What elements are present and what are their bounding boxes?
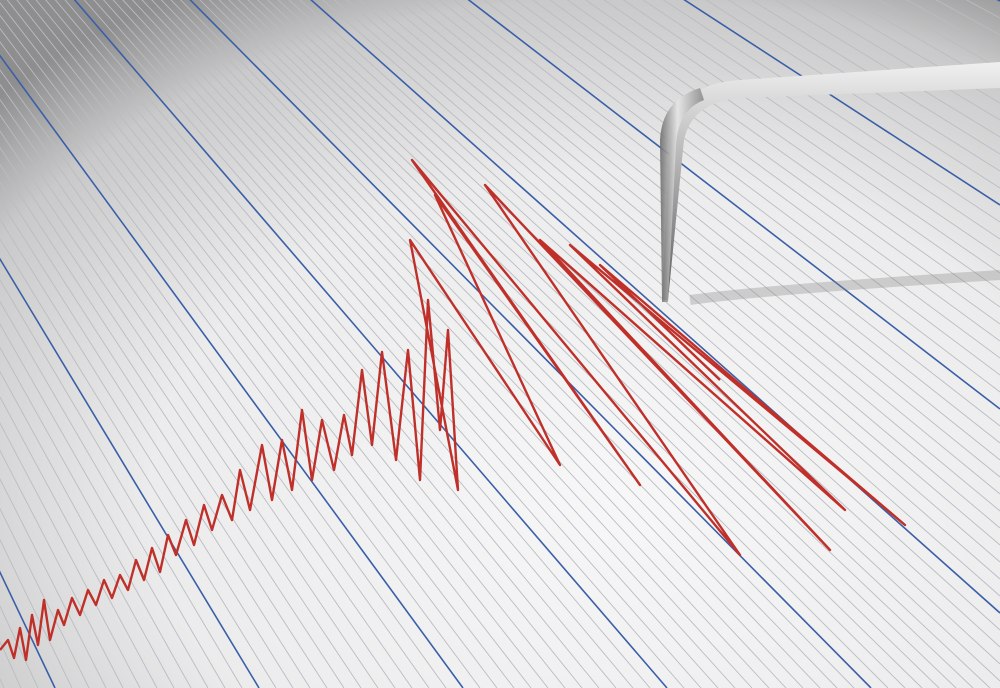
grid-minor-line: [247, 0, 974, 688]
grid-minor-line: [93, 0, 702, 688]
grid-minor-line: [0, 396, 158, 688]
grid-minor-line: [424, 0, 1000, 461]
grid-minor-line: [333, 0, 1000, 580]
grid-minor-line: [0, 14, 515, 688]
grid-minor-line: [64, 0, 651, 688]
grid-minor-line: [499, 0, 1000, 376]
grid-minor-line: [0, 370, 175, 688]
grid-minor-line: [237, 0, 957, 688]
grid-minor-line: [0, 130, 379, 688]
grid-minor-line: [0, 218, 294, 688]
grid-minor-line: [410, 0, 1000, 478]
grid-minor-line: [549, 0, 1000, 325]
grid-minor-line: [345, 0, 1000, 563]
needle-shadow: [689, 270, 1000, 305]
grid-minor-line: [170, 0, 838, 688]
grid-minor-line: [438, 0, 1000, 444]
grid-minor-line: [532, 0, 1000, 342]
grid-minor-line: [0, 146, 362, 688]
grid-minor-line: [277, 0, 1000, 665]
grid-minor-line: [0, 41, 481, 688]
needle-tip: [660, 88, 704, 302]
grid-minor-line: [0, 300, 226, 688]
grid-minor-line: [0, 181, 328, 688]
grid-minor-line: [160, 0, 821, 688]
grid-minor-line: [370, 0, 1000, 529]
grid-major-line: [0, 54, 464, 688]
grid-minor-line: [35, 0, 600, 688]
grid-minor-line: [705, 0, 1000, 189]
grid-minor-line: [141, 0, 787, 688]
grid-minor-line: [103, 0, 719, 688]
grid-major-line: [310, 0, 1000, 614]
grid-minor-line: [603, 0, 1000, 274]
grid-minor-line: [0, 98, 413, 688]
stylus-needle: [660, 62, 1000, 302]
grid-minor-line: [218, 0, 923, 688]
grid-minor-line: [0, 199, 311, 688]
grid-minor-line: [0, 114, 396, 688]
grid-minor-line: [0, 69, 447, 688]
grid-minor-line: [199, 0, 889, 688]
grid-minor-line: [383, 0, 1000, 512]
grid-minor-line: [622, 0, 1000, 257]
grid-minor-line: [6, 0, 549, 688]
grid-major-line: [467, 0, 1000, 410]
grid-minor-line: [566, 0, 1000, 308]
grid-minor-line: [112, 0, 736, 688]
grid-minor-line: [45, 0, 617, 688]
grid-major-line: [683, 0, 1000, 206]
grid-minor-line: [288, 0, 1000, 648]
grid-major-line: [189, 0, 872, 688]
grid-minor-line: [358, 0, 1000, 546]
grid-minor-line: [0, 279, 243, 688]
grid-minor-line: [0, 238, 277, 688]
seismic-trace: [0, 158, 907, 662]
grid-minor-line: [662, 0, 1000, 223]
grid-minor-line: [453, 0, 1000, 427]
grid-minor-line: [0, 163, 345, 688]
grid-minor-line: [396, 0, 1000, 495]
grid-minor-line: [322, 0, 1000, 597]
grid-minor-line: [0, 27, 498, 688]
grid-minor-line: [208, 0, 906, 688]
grid-minor-line: [228, 0, 940, 688]
grid-minor-line: [515, 0, 1000, 359]
grid-minor-line: [122, 0, 753, 688]
grid-minor-line: [0, 2, 532, 688]
grid-major-line: [0, 257, 260, 688]
grid-minor-line: [16, 0, 566, 688]
grid-minor-line: [299, 0, 1000, 631]
needle-arm: [662, 62, 1000, 300]
grid-minor-line: [483, 0, 1000, 393]
grid-minor-line: [0, 346, 192, 688]
grid-minor-line: [151, 0, 804, 688]
grid-minor-line: [642, 0, 1000, 240]
grid-minor-line: [0, 83, 430, 688]
grid-minor-line: [0, 323, 209, 688]
grid-minor-line: [54, 0, 634, 688]
grid-minor-line: [131, 0, 770, 688]
